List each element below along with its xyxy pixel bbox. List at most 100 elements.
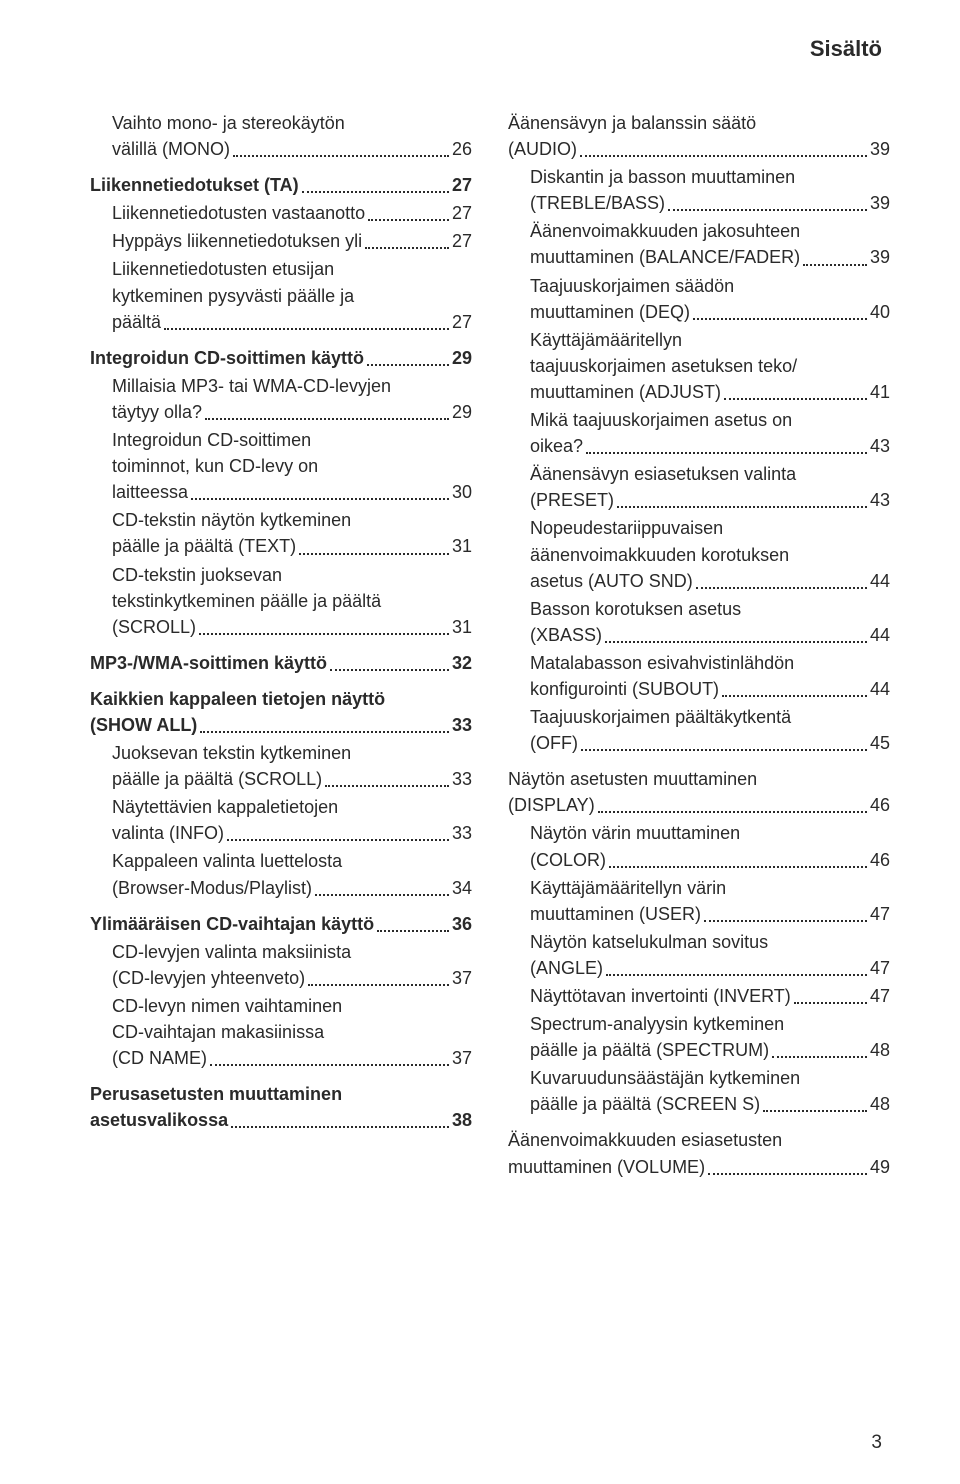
toc-leader [191,486,449,500]
toc-entry-text: CD-levyn nimen vaihtaminen [112,993,472,1019]
toc-entry-line: Taajuuskorjaimen säädön [530,273,890,299]
toc-entry-text: Matalabasson esivahvistinlähdön [530,650,890,676]
toc-entry-lastline: (DISPLAY)46 [508,792,890,818]
toc-entry-lastline: asetus (AUTO SND)44 [530,568,890,594]
toc-entry-text: Hyppäys liikennetiedotuksen yli [112,228,362,254]
toc-entry-lastline: Integroidun CD-soittimen käyttö29 [90,345,472,371]
toc-entry-text: Nopeudestariippuvaisen [530,515,890,541]
toc-entry-line: Liikennetiedotusten etusijan [112,256,472,282]
toc-page: 27 [452,200,472,226]
toc-entry-line: taajuuskorjaimen asetuksen teko/ [530,353,890,379]
toc-entry-lastline: päälle ja päältä (SCREEN S)48 [530,1091,890,1117]
toc-leader [299,540,449,554]
toc-page: 39 [870,136,890,162]
toc-entry-text: toiminnot, kun CD-levy on [112,453,472,479]
toc-entry-text: CD-levyjen valinta maksiinista [112,939,472,965]
toc-entry-text: laitteessa [112,479,188,505]
toc-page: 36 [452,911,472,937]
toc-leader [205,406,449,420]
toc-entry-lastline: muuttaminen (VOLUME)49 [508,1154,890,1180]
toc-entry-text: (OFF) [530,730,578,756]
toc-entry-text: Millaisia MP3- tai WMA-CD-levyjen [112,373,472,399]
toc-page: 27 [452,172,472,198]
toc-page: 34 [452,875,472,901]
toc-entry: Matalabasson esivahvistinlähdönkonfiguro… [508,650,890,702]
toc-page: 44 [870,676,890,702]
toc-page: 47 [870,901,890,927]
toc-leader [668,197,867,211]
toc-entry-line: Näytön värin muuttaminen [530,820,890,846]
toc-entry-text: Kappaleen valinta luettelosta [112,848,472,874]
toc-page: 48 [870,1091,890,1117]
toc-entry-lastline: (Browser-Modus/Playlist) 34 [112,875,472,901]
toc-entry-text: kytkeminen pysyvästi päälle ja [112,283,472,309]
toc-page: 37 [452,1045,472,1071]
toc-entry-text: päälle ja päältä (TEXT) [112,533,296,559]
toc-page: 49 [870,1154,890,1180]
toc-entry-line: Äänensävyn esiasetuksen valinta [530,461,890,487]
toc-entry: Nopeudestariippuvaisenäänenvoimakkuuden … [508,515,890,593]
toc-leader [368,207,449,221]
toc-entry-line: CD-levyjen valinta maksiinista [112,939,472,965]
toc-entry-lastline: (TREBLE/BASS)39 [530,190,890,216]
toc-entry-text: (XBASS) [530,622,602,648]
toc-entry-text: (PRESET) [530,487,614,513]
toc-entry-lastline: muuttaminen (BALANCE/FADER)39 [530,244,890,270]
toc-entry-text: (Browser-Modus/Playlist) [112,875,312,901]
toc-entry-line: Perusasetusten muuttaminen [90,1081,472,1107]
toc-leader [609,853,867,867]
toc-page: 29 [452,399,472,425]
toc-entry-line: Taajuuskorjaimen päältäkytkentä [530,704,890,730]
toc-entry-text: muuttaminen (DEQ) [530,299,690,325]
toc-entry-lastline: muuttaminen (DEQ)40 [530,299,890,325]
toc-entry-lastline: (PRESET)43 [530,487,890,513]
toc-page: 33 [452,766,472,792]
toc-entry-text: Liikennetiedotukset (TA) [90,172,299,198]
toc-entry-text: Kaikkien kappaleen tietojen näyttö [90,686,472,712]
toc-leader [200,719,449,733]
toc-entry-lastline: asetusvalikossa38 [90,1107,472,1133]
toc-entry-lastline: päälle ja päältä (SPECTRUM)48 [530,1037,890,1063]
toc-page: 43 [870,433,890,459]
toc-leader [722,683,867,697]
toc-entry-text: tekstinkytkeminen päälle ja päältä [112,588,472,614]
toc-entry: Spectrum-analyysin kytkeminenpäälle ja p… [508,1011,890,1063]
toc-entry-line: tekstinkytkeminen päälle ja päältä [112,588,472,614]
toc-entry-lastline: päälle ja päältä (TEXT)31 [112,533,472,559]
toc-entry: CD-levyjen valinta maksiinista(CD-levyje… [90,939,472,991]
toc-leader [233,143,449,157]
toc-entry-lastline: Näyttötavan invertointi (INVERT)47 [530,983,890,1009]
toc-leader [708,1160,867,1174]
toc-entry-text: päälle ja päältä (SCROLL) [112,766,322,792]
toc-entry: Kuvaruudunsäästäjän kytkeminenpäälle ja … [508,1065,890,1117]
toc-leader [794,990,867,1004]
toc-leader [772,1044,867,1058]
toc-entry-lastline: (AUDIO)39 [508,136,890,162]
toc-entry: Mikä taajuuskorjaimen asetus onoikea?43 [508,407,890,459]
toc-entry-text: Käyttäjämääritellyn värin [530,875,890,901]
toc-entry-text: Taajuuskorjaimen säädön [530,273,890,299]
toc-entry: Käyttäjämääritellyntaajuuskorjaimen aset… [508,327,890,405]
toc-entry-line: Kuvaruudunsäästäjän kytkeminen [530,1065,890,1091]
toc-entry-line: Integroidun CD-soittimen [112,427,472,453]
toc-entry: Kaikkien kappaleen tietojen näyttö(SHOW … [90,686,472,738]
toc-entry-text: äänenvoimakkuuden korotuksen [530,542,890,568]
toc-entry-text: täytyy olla? [112,399,202,425]
toc-entry-text: MP3-/WMA-soittimen käyttö [90,650,327,676]
toc-entry-lastline: (SHOW ALL)33 [90,712,472,738]
toc-entry-text: Näyttötavan invertointi (INVERT) [530,983,791,1009]
toc-leader [598,799,867,813]
toc-entry: Taajuuskorjaimen päältäkytkentä(OFF)45 [508,704,890,756]
toc-columns: Vaihto mono- ja stereokäytönvälillä (MON… [90,110,890,1182]
toc-entry-line: Basson korotuksen asetus [530,596,890,622]
toc-entry-text: päältä [112,309,161,335]
toc-page: 46 [870,847,890,873]
toc-leader [365,235,449,249]
toc-page: 46 [870,792,890,818]
toc-entry-text: Kuvaruudunsäästäjän kytkeminen [530,1065,890,1091]
toc-entry-text: Integroidun CD-soittimen [112,427,472,453]
toc-leader [693,305,867,319]
toc-leader [763,1098,867,1112]
toc-leader [308,972,449,986]
toc-entry: Äänensävyn esiasetuksen valinta(PRESET)4… [508,461,890,513]
